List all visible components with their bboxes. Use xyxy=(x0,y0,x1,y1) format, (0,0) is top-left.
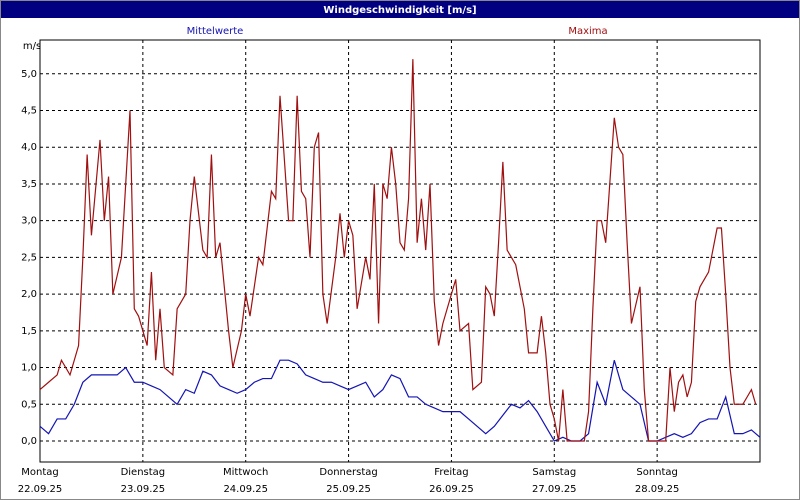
y-tick-label: 1,0 xyxy=(21,363,37,374)
x-tick-label: Donnerstag xyxy=(319,467,377,478)
x-tick-date: 22.09.25 xyxy=(18,484,63,495)
x-tick-label: Mittwoch xyxy=(223,467,268,478)
x-tick-date: 23.09.25 xyxy=(121,484,166,495)
x-tick-date: 28.09.25 xyxy=(635,484,680,495)
x-tick-label: Freitag xyxy=(434,467,468,478)
y-tick-label: 2,0 xyxy=(21,289,37,300)
x-tick-label: Dienstag xyxy=(121,467,166,478)
y-axis-label: m/s xyxy=(23,41,41,52)
title-bar xyxy=(1,1,799,18)
y-tick-label: 2,5 xyxy=(21,252,37,263)
y-tick-label: 0,0 xyxy=(21,436,37,447)
y-tick-label: 3,0 xyxy=(21,216,37,227)
series-line xyxy=(39,59,757,442)
y-tick-label: 5,0 xyxy=(21,69,37,80)
x-tick-date: 27.09.25 xyxy=(532,484,577,495)
x-tick-date: 25.09.25 xyxy=(326,484,371,495)
y-tick-label: 1,5 xyxy=(21,326,37,337)
x-tick-label: Sonntag xyxy=(636,467,678,478)
y-tick-label: 0,5 xyxy=(21,399,37,410)
y-tick-label: 4,0 xyxy=(21,142,37,153)
y-tick-label: 3,5 xyxy=(21,179,37,190)
series-line xyxy=(39,359,761,442)
x-tick-date: 24.09.25 xyxy=(223,484,268,495)
legend-label: Mittelwerte xyxy=(187,26,244,37)
y-tick-label: 4,5 xyxy=(21,106,37,117)
x-tick-label: Samstag xyxy=(532,467,576,478)
chart-title: Windgeschwindigkeit [m/s] xyxy=(323,5,476,16)
plot-area xyxy=(39,39,761,463)
x-tick-date: 26.09.25 xyxy=(429,484,474,495)
x-tick-label: Montag xyxy=(21,467,58,478)
legend-label: Maxima xyxy=(568,26,607,37)
